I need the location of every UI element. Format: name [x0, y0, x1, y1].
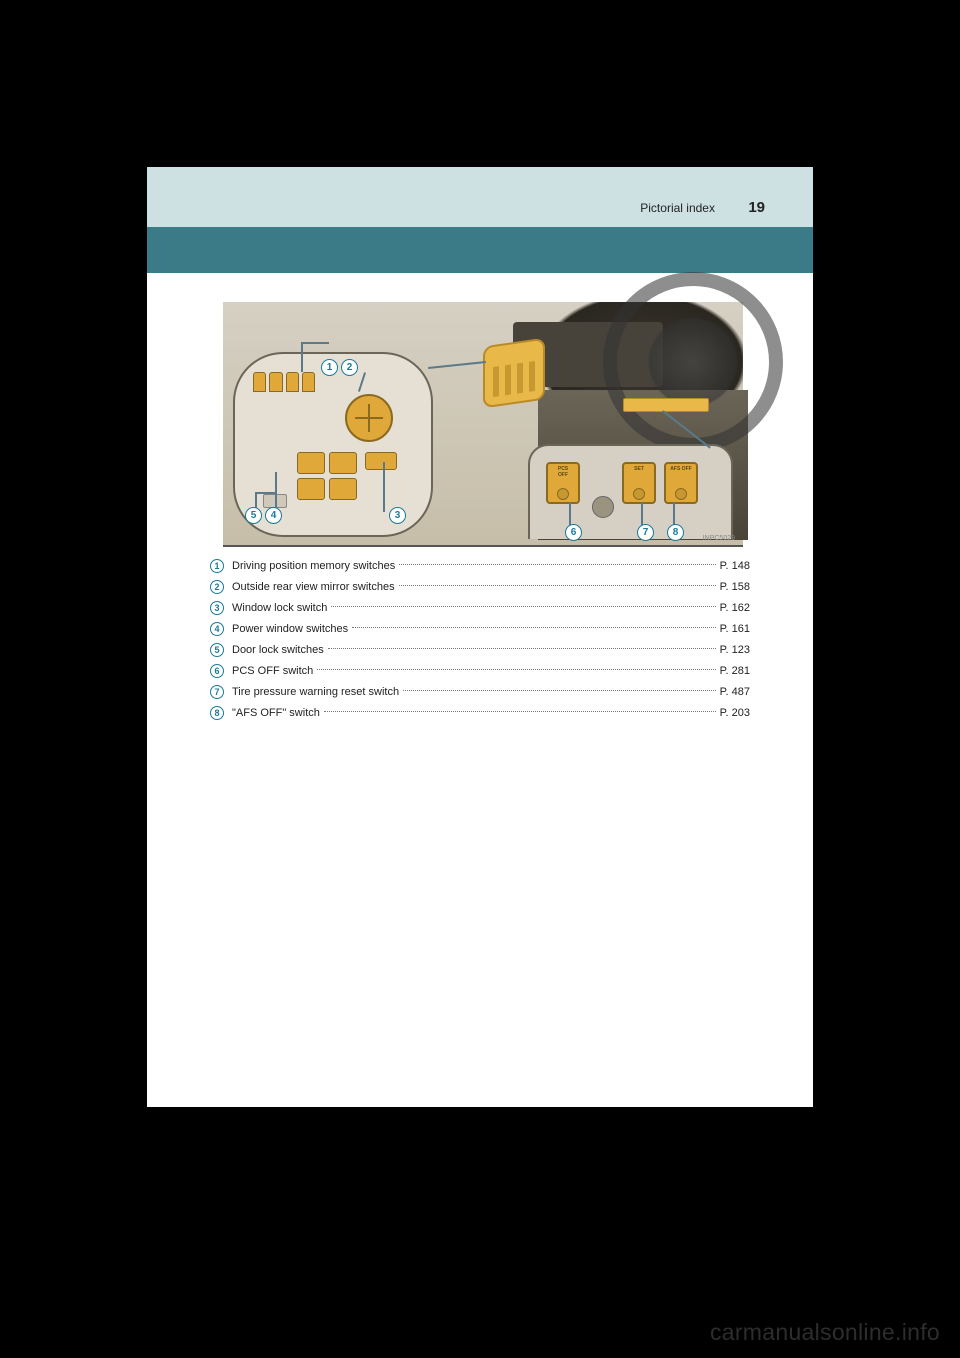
leader-dots — [399, 564, 715, 565]
power-window-switches — [297, 452, 357, 500]
page-ref: P. 158 — [720, 581, 750, 593]
index-label: Tire pressure warning reset switch — [232, 686, 399, 698]
diagram-image-id: INPC5029 — [703, 535, 735, 542]
index-label: PCS OFF switch — [232, 665, 313, 677]
index-bubble: 8 — [210, 706, 224, 720]
leader-dots — [403, 690, 716, 691]
leader-line — [301, 342, 303, 372]
callout-bubble: 2 — [341, 359, 358, 376]
window-switch — [329, 452, 357, 474]
index-bubble: 1 — [210, 559, 224, 573]
mirror-control — [345, 394, 393, 442]
switch-panel-inset: PCS OFF SET AFS OFF — [528, 444, 733, 539]
set-button: SET — [622, 462, 656, 504]
section-title: Pictorial index — [640, 201, 715, 215]
page-ref: P. 161 — [720, 623, 750, 635]
index-label: Driving position memory switches — [232, 560, 395, 572]
leader-line — [255, 492, 275, 494]
pictorial-index-list: 1 Driving position memory switches P. 148 2… — [210, 555, 750, 723]
leader-line — [275, 472, 277, 512]
index-bubble: 2 — [210, 580, 224, 594]
window-switch — [329, 478, 357, 500]
leader-dots — [399, 585, 716, 586]
callout-bubble: 5 — [245, 507, 262, 524]
page-ref: P. 148 — [720, 560, 750, 572]
index-row: 8 "AFS OFF" switch P. 203 — [210, 702, 750, 723]
index-bubble: 3 — [210, 601, 224, 615]
leader-dots — [317, 669, 715, 670]
window-switch — [297, 452, 325, 474]
index-bubble: 4 — [210, 622, 224, 636]
index-label: Door lock switches — [232, 644, 324, 656]
index-row: 2 Outside rear view mirror switches P. 158 — [210, 576, 750, 597]
page-ref: P. 162 — [720, 602, 750, 614]
memory-button — [286, 372, 299, 392]
index-label: Outside rear view mirror switches — [232, 581, 395, 593]
page-number: 19 — [748, 199, 765, 216]
page-ref: P. 203 — [720, 707, 750, 719]
pcs-off-button: PCS OFF — [546, 462, 580, 504]
index-row: 1 Driving position memory switches P. 148 — [210, 555, 750, 576]
pictorial-diagram: PCS OFF SET AFS OFF 12 3 45 6 78 INPC5029 — [223, 302, 743, 547]
index-row: 5 Door lock switches P. 123 — [210, 639, 750, 660]
index-bubble: 5 — [210, 643, 224, 657]
button-text: SET — [634, 466, 644, 472]
leader-dots — [324, 711, 716, 712]
window-switch — [297, 478, 325, 500]
window-lock-switch — [365, 452, 397, 470]
memory-button — [269, 372, 282, 392]
memory-button — [302, 372, 315, 392]
index-row: 3 Window lock switch P. 162 — [210, 597, 750, 618]
callout-bubble: 7 — [637, 524, 654, 541]
page-ref: P. 487 — [720, 686, 750, 698]
callout-bubble: 1 — [321, 359, 338, 376]
button-text: AFS OFF — [670, 466, 691, 472]
index-row: 7 Tire pressure warning reset switch P. 48… — [210, 681, 750, 702]
seat-memory-switches — [253, 372, 315, 392]
page-header: Pictorial index 19 — [640, 199, 765, 216]
callout-bubble: 4 — [265, 507, 282, 524]
memory-button — [253, 372, 266, 392]
leader-line — [301, 342, 329, 344]
index-bubble: 6 — [210, 664, 224, 678]
page-ref: P. 123 — [720, 644, 750, 656]
callout-bubble: 3 — [389, 507, 406, 524]
manual-page: Pictorial index 19 — [147, 167, 813, 1107]
index-label: "AFS OFF" switch — [232, 707, 320, 719]
leader-dots — [328, 648, 716, 649]
index-label: Power window switches — [232, 623, 348, 635]
index-row: 6 PCS OFF switch P. 281 — [210, 660, 750, 681]
leader-dots — [352, 627, 715, 628]
callout-bubble: 8 — [667, 524, 684, 541]
leader-line — [383, 462, 385, 512]
index-bubble: 7 — [210, 685, 224, 699]
switch-bar-highlight — [623, 398, 709, 412]
header-bar-dark — [147, 227, 813, 273]
door-panel-highlight — [483, 338, 545, 409]
callout-bubble: 6 — [565, 524, 582, 541]
page-ref: P. 281 — [720, 665, 750, 677]
leader-dots — [331, 606, 715, 607]
index-label: Window lock switch — [232, 602, 327, 614]
adjust-knob — [592, 496, 614, 518]
button-text: OFF — [558, 472, 568, 478]
header-bar-light — [147, 167, 813, 227]
index-row: 4 Power window switches P. 161 — [210, 618, 750, 639]
watermark: carmanualsonline.info — [710, 1319, 940, 1346]
steering-wheel — [603, 272, 783, 452]
afs-off-button: AFS OFF — [664, 462, 698, 504]
